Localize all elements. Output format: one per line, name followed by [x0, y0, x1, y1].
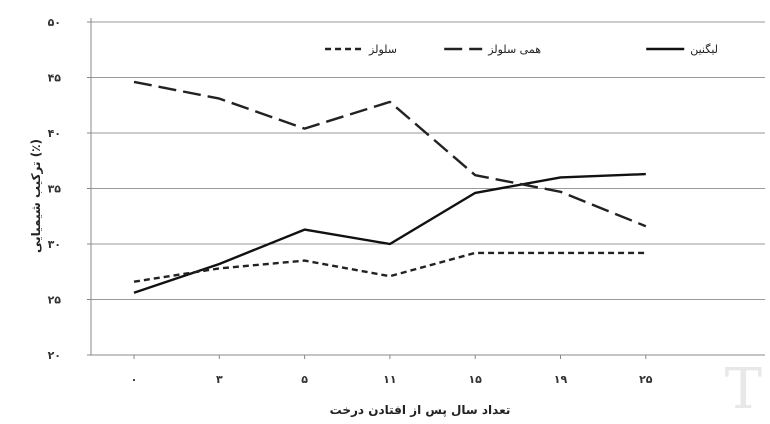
x-tick-label: ۰ — [131, 373, 138, 386]
grid-lines — [91, 21, 765, 300]
x-tick-label: ۵ — [301, 373, 308, 386]
x-tick-label: ۳ — [216, 373, 223, 386]
legend-label: لیگنین — [690, 43, 718, 56]
legend: لیگنین همی سلولز سلولز — [325, 43, 718, 56]
series-line-1 — [133, 80, 647, 228]
x-tick-label: ۲۵ — [639, 373, 653, 386]
x-axis-title: تعداد سال پس از افتادن درخت — [330, 403, 511, 417]
y-tick-label: ۵۰ — [48, 16, 61, 29]
x-tick-labels: ۰ ۳ ۵ ۱۱ ۱۵ ۱۹ ۲۵ — [131, 355, 653, 386]
y-tick-label: ۳۵ — [48, 183, 62, 196]
y-tick-label: ۲۰ — [48, 349, 61, 362]
y-tick-label: ۴۵ — [48, 72, 62, 85]
x-tick-label: ۱۹ — [554, 373, 568, 386]
y-tick-label: ۳۰ — [48, 238, 61, 251]
x-tick-label: ۱۵ — [468, 373, 482, 386]
y-tick-label: ۴۰ — [48, 127, 61, 140]
legend-label: همی سلولز — [487, 43, 541, 56]
series-lines — [133, 80, 647, 294]
series-line-0 — [133, 172, 646, 294]
legend-label: سلولز — [368, 43, 397, 56]
y-tick-label: ۲۵ — [48, 294, 62, 307]
x-tick-label: ۱۱ — [383, 373, 396, 386]
series-line-2 — [133, 251, 646, 283]
y-tick-labels: ۲۰ ۲۵ ۳۰ ۳۵ ۴۰ ۴۵ ۵۰ — [48, 16, 91, 362]
y-axis-title: ترکیب شیمیایی (٪) — [29, 139, 43, 253]
axes — [90, 18, 765, 356]
